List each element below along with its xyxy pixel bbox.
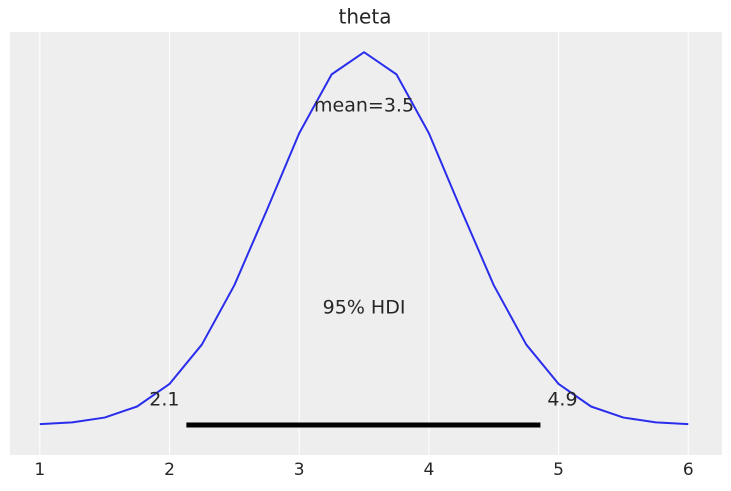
x-tick-label: 6: [683, 460, 694, 480]
hdi-label: 2.1: [149, 388, 179, 410]
x-tick-label: 3: [294, 460, 305, 480]
x-tick-label: 4: [423, 460, 434, 480]
x-tick-label: 1: [34, 460, 45, 480]
density-line: [39, 51, 689, 426]
plot-area: [10, 32, 722, 455]
hdi-label: 4.9: [547, 388, 577, 410]
hdi-text: 95% HDI: [323, 297, 406, 319]
mean-label: mean=3.5: [314, 95, 414, 117]
x-tick-label: 2: [164, 460, 175, 480]
chart-title: theta: [339, 5, 392, 29]
x-tick-label: 5: [553, 460, 564, 480]
